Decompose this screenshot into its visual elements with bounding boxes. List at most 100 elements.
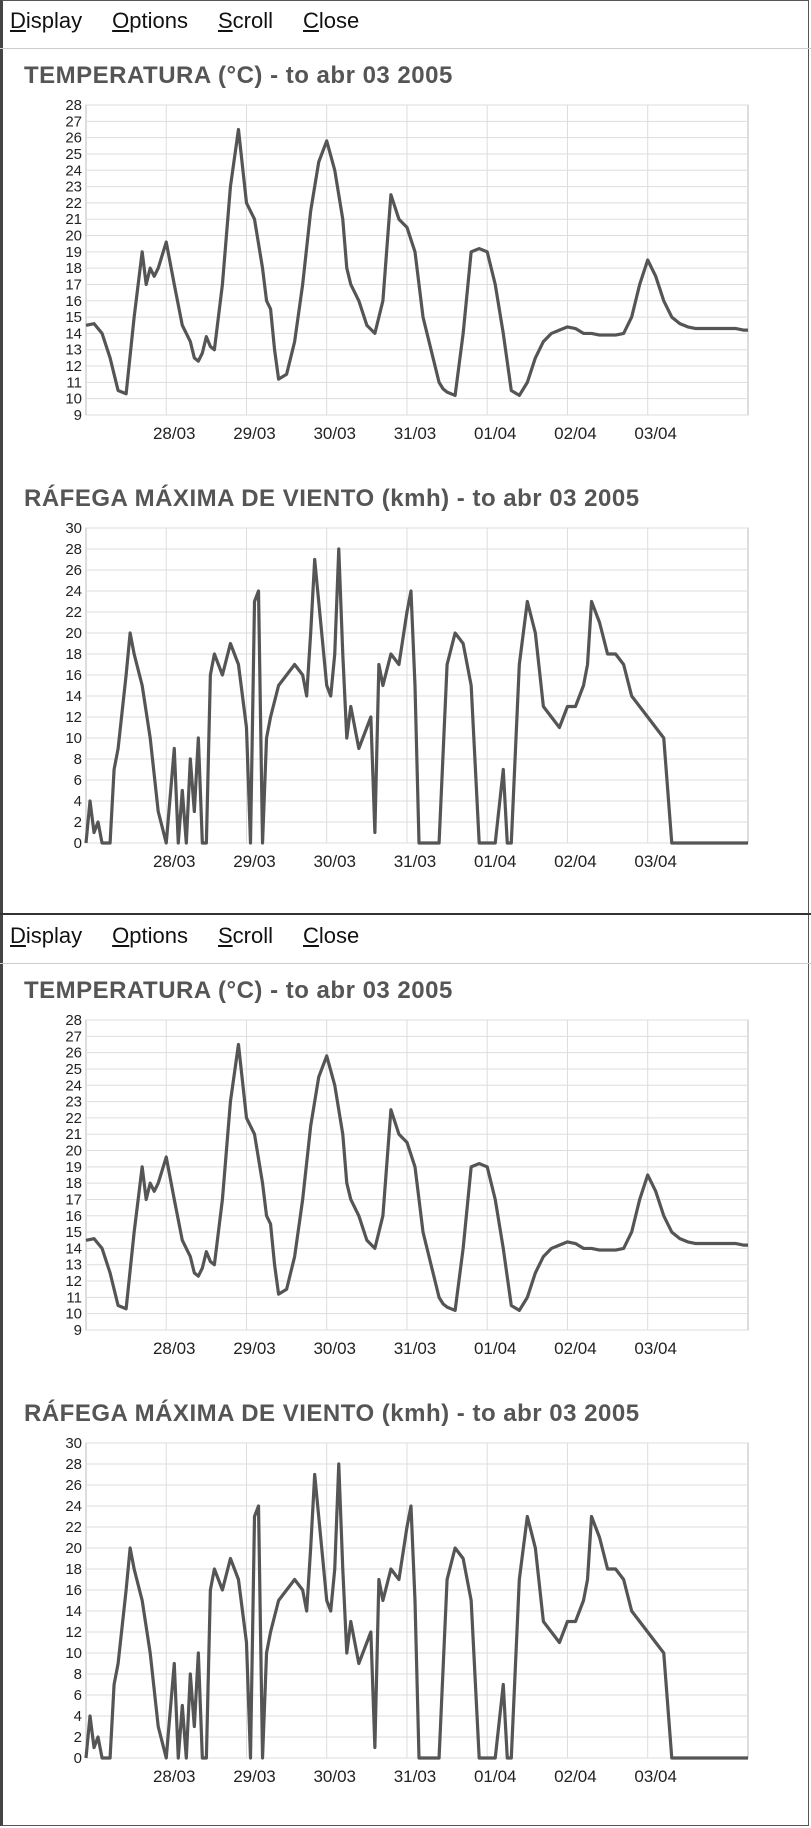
y-tick-label: 20 bbox=[65, 1540, 82, 1557]
y-tick-label: 22 bbox=[65, 1110, 82, 1127]
menu-bar: Display Options Scroll Close bbox=[10, 923, 359, 955]
menu-display[interactable]: Display bbox=[10, 8, 83, 33]
y-tick-label: 24 bbox=[65, 583, 82, 600]
y-tick-label: 23 bbox=[65, 179, 82, 196]
y-tick-label: 24 bbox=[65, 1077, 82, 1094]
menu-separator bbox=[0, 48, 811, 49]
y-tick-label: 10 bbox=[65, 391, 82, 408]
y-tick-label: 19 bbox=[65, 1159, 82, 1176]
x-tick-label: 30/03 bbox=[313, 1767, 356, 1786]
y-tick-label: 12 bbox=[65, 358, 82, 375]
y-tick-label: 8 bbox=[74, 751, 82, 768]
y-tick-label: 8 bbox=[74, 1666, 82, 1683]
x-tick-label: 31/03 bbox=[394, 852, 437, 871]
y-tick-label: 24 bbox=[65, 1498, 82, 1515]
y-tick-label: 26 bbox=[65, 1045, 82, 1062]
temperature-chart-title: TEMPERATURA (°C) - to abr 03 2005 bbox=[24, 977, 453, 1004]
y-tick-label: 13 bbox=[65, 1257, 82, 1274]
y-tick-label: 27 bbox=[65, 1028, 82, 1045]
y-tick-label: 18 bbox=[65, 1561, 82, 1578]
y-tick-label: 12 bbox=[65, 1624, 82, 1641]
y-tick-label: 22 bbox=[65, 195, 82, 212]
x-tick-label: 28/03 bbox=[153, 1339, 196, 1358]
y-tick-label: 16 bbox=[65, 1582, 82, 1599]
y-tick-label: 23 bbox=[65, 1094, 82, 1111]
x-tick-label: 31/03 bbox=[394, 424, 437, 443]
y-tick-label: 12 bbox=[65, 1273, 82, 1290]
x-tick-label: 01/04 bbox=[474, 852, 517, 871]
y-tick-label: 9 bbox=[74, 407, 82, 424]
series-line bbox=[85, 1042, 748, 1313]
menu-close[interactable]: Close bbox=[303, 8, 360, 33]
menu-bar: Display Options Scroll Close bbox=[10, 8, 359, 40]
y-tick-label: 20 bbox=[65, 625, 82, 642]
x-tick-label: 31/03 bbox=[394, 1767, 437, 1786]
menu-options[interactable]: Options bbox=[112, 8, 188, 33]
x-tick-label: 28/03 bbox=[153, 852, 196, 871]
x-tick-label: 03/04 bbox=[634, 1339, 677, 1358]
y-tick-label: 25 bbox=[65, 1061, 82, 1078]
menu-scroll[interactable]: Scroll bbox=[217, 8, 274, 33]
x-tick-label: 03/04 bbox=[634, 1767, 677, 1786]
x-tick-label: 02/04 bbox=[554, 424, 597, 443]
x-tick-label: 29/03 bbox=[233, 424, 276, 443]
series-line bbox=[84, 1462, 748, 1760]
x-tick-label: 03/04 bbox=[634, 852, 677, 871]
x-tick-label: 29/03 bbox=[233, 852, 276, 871]
y-tick-label: 21 bbox=[65, 1126, 82, 1143]
menu-options[interactable]: Options bbox=[112, 923, 188, 948]
wind-chart-title: RÁFEGA MÁXIMA DE VIENTO (kmh) - to abr 0… bbox=[24, 485, 640, 512]
y-tick-label: 6 bbox=[74, 772, 82, 789]
x-tick-label: 02/04 bbox=[554, 852, 597, 871]
y-tick-label: 4 bbox=[74, 1708, 82, 1725]
y-tick-label: 10 bbox=[65, 730, 82, 747]
x-tick-label: 31/03 bbox=[394, 1339, 437, 1358]
menu-display[interactable]: Display bbox=[10, 923, 83, 948]
y-tick-label: 18 bbox=[65, 646, 82, 663]
y-tick-label: 16 bbox=[65, 667, 82, 684]
x-tick-label: 30/03 bbox=[313, 424, 356, 443]
y-tick-label: 20 bbox=[65, 1143, 82, 1160]
y-tick-label: 17 bbox=[65, 276, 82, 293]
y-tick-label: 6 bbox=[74, 1687, 82, 1704]
y-tick-label: 10 bbox=[65, 1645, 82, 1662]
panel-top: Display Options Scroll Close TEMPERATURA… bbox=[0, 0, 811, 913]
y-tick-label: 16 bbox=[65, 1208, 82, 1225]
y-tick-label: 2 bbox=[74, 814, 82, 831]
menu-scroll[interactable]: Scroll bbox=[217, 923, 274, 948]
x-tick-label: 03/04 bbox=[634, 424, 677, 443]
y-tick-label: 17 bbox=[65, 1191, 82, 1208]
y-tick-label: 14 bbox=[65, 688, 82, 705]
series-line bbox=[85, 127, 748, 398]
y-tick-label: 18 bbox=[65, 260, 82, 277]
y-tick-label: 10 bbox=[65, 1306, 82, 1323]
menu-separator bbox=[0, 963, 811, 964]
y-tick-label: 21 bbox=[65, 211, 82, 228]
y-tick-label: 28 bbox=[65, 1456, 82, 1473]
x-tick-label: 29/03 bbox=[233, 1339, 276, 1358]
menu-close[interactable]: Close bbox=[303, 923, 360, 948]
wind-chart-title: RÁFEGA MÁXIMA DE VIENTO (kmh) - to abr 0… bbox=[24, 1400, 640, 1427]
y-tick-label: 27 bbox=[65, 113, 82, 130]
y-tick-label: 4 bbox=[74, 793, 82, 810]
y-tick-label: 26 bbox=[65, 1477, 82, 1494]
x-tick-label: 29/03 bbox=[233, 1767, 276, 1786]
y-tick-label: 25 bbox=[65, 146, 82, 163]
x-tick-label: 28/03 bbox=[153, 424, 196, 443]
y-tick-label: 22 bbox=[65, 604, 82, 621]
y-tick-label: 26 bbox=[65, 562, 82, 579]
y-tick-label: 11 bbox=[66, 1289, 82, 1306]
panel-bottom: Display Options Scroll Close TEMPERATURA… bbox=[0, 913, 811, 1826]
y-tick-label: 15 bbox=[65, 309, 82, 326]
y-tick-label: 11 bbox=[66, 374, 82, 391]
y-tick-label: 28 bbox=[65, 97, 82, 114]
y-tick-label: 14 bbox=[65, 325, 82, 342]
y-tick-label: 18 bbox=[65, 1175, 82, 1192]
y-tick-label: 19 bbox=[65, 244, 82, 261]
y-tick-label: 13 bbox=[65, 342, 82, 359]
x-tick-label: 01/04 bbox=[474, 1339, 517, 1358]
y-tick-label: 9 bbox=[74, 1322, 82, 1339]
